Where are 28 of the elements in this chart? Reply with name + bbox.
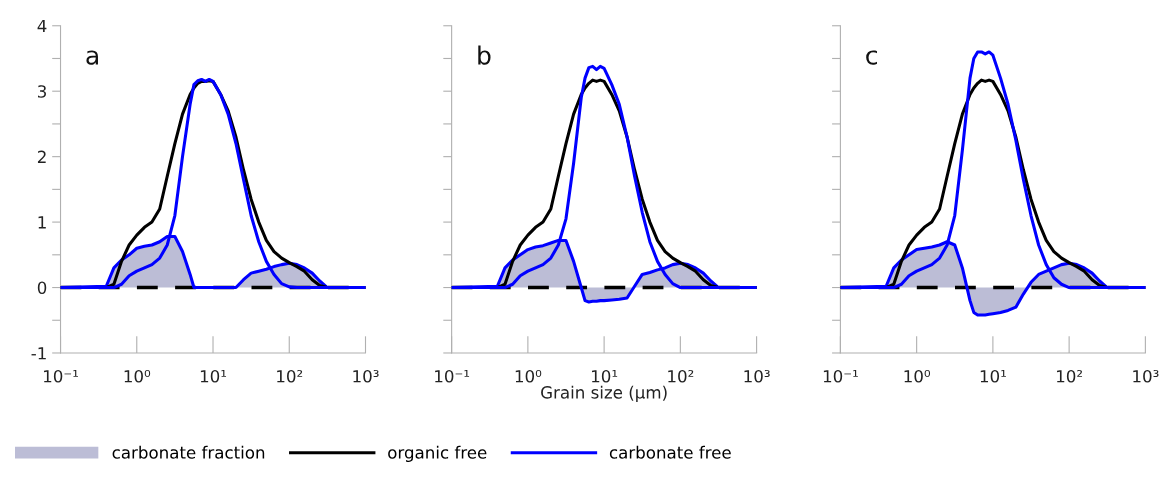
x-tick-label: 10² xyxy=(277,369,303,383)
x-tick-label: 10² xyxy=(668,369,694,383)
x-tick-label: 10³ xyxy=(744,369,770,383)
y-tick-label: 3 xyxy=(38,85,46,98)
legend-label: organic free xyxy=(388,445,487,462)
x-tick-label: 10³ xyxy=(353,369,379,383)
x-tick-label: 10⁰ xyxy=(904,369,931,383)
annotation: a xyxy=(86,50,98,65)
y-tick-label: 0 xyxy=(37,281,47,295)
y-tick-label: 4 xyxy=(37,19,47,33)
x-tick-label: 10¹ xyxy=(200,369,227,383)
x-tick-label: 10⁻¹ xyxy=(44,369,78,383)
annotation: c xyxy=(866,50,877,65)
y-tick-label: 1 xyxy=(38,216,46,229)
legend-label: carbonate free xyxy=(609,445,731,459)
y-tick-label: -1 xyxy=(31,347,46,360)
annotation: b xyxy=(478,45,491,65)
y-tick-label: 2 xyxy=(37,150,46,163)
x-axis-title: Grain size (µm) xyxy=(541,385,667,402)
legend-label: carbonate fraction xyxy=(112,445,265,459)
x-tick-label: 10⁻¹ xyxy=(435,369,470,383)
x-tick-label: 10⁰ xyxy=(124,369,151,383)
x-tick-label: 10³ xyxy=(1133,369,1159,383)
x-tick-label: 10¹ xyxy=(980,369,1006,383)
x-tick-label: 10¹ xyxy=(592,369,618,383)
x-tick-label: 10⁻¹ xyxy=(823,369,858,383)
x-tick-label: 10² xyxy=(1057,369,1083,383)
x-tick-label: 10⁰ xyxy=(515,369,542,383)
